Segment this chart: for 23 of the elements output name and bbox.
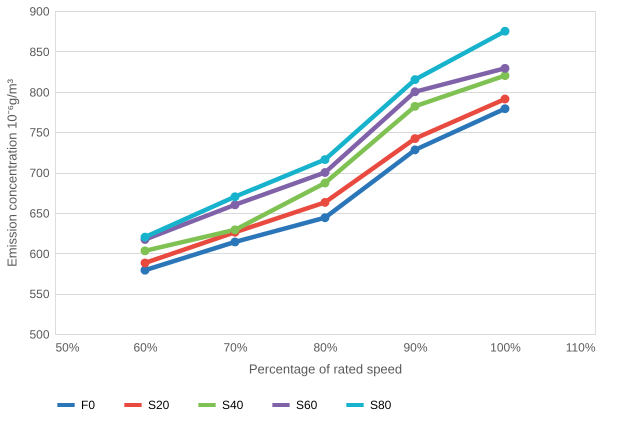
y-tick-label: 800: [29, 85, 50, 100]
x-tick-label: 100%: [490, 340, 522, 354]
x-tick-label: 90%: [403, 340, 428, 354]
legend-label: S60: [296, 398, 318, 412]
y-tick-label: 500: [29, 328, 50, 342]
y-tick-label: 850: [29, 44, 50, 59]
x-tick-label: 110%: [566, 340, 596, 354]
y-tick-label: 650: [29, 206, 50, 220]
x-tick-label: 80%: [313, 340, 338, 354]
legend-label: F0: [81, 398, 96, 412]
y-axis-title: Emission concentration 10⁻⁶g/m³: [4, 78, 20, 267]
legend-label: S40: [222, 398, 244, 412]
x-tick-label: 70%: [223, 340, 248, 354]
x-tick-label: 50%: [56, 340, 80, 354]
y-tick-label: 550: [29, 287, 50, 302]
legend-label: S20: [148, 398, 170, 412]
y-tick-label: 900: [29, 4, 50, 18]
y-tick-label: 700: [29, 166, 50, 180]
y-tick-label: 750: [29, 126, 50, 140]
x-tick-label: 60%: [133, 340, 158, 354]
legend-label: S80: [370, 398, 392, 412]
y-tick-label: 600: [29, 246, 50, 261]
x-axis-title: Percentage of rated speed: [248, 362, 402, 376]
